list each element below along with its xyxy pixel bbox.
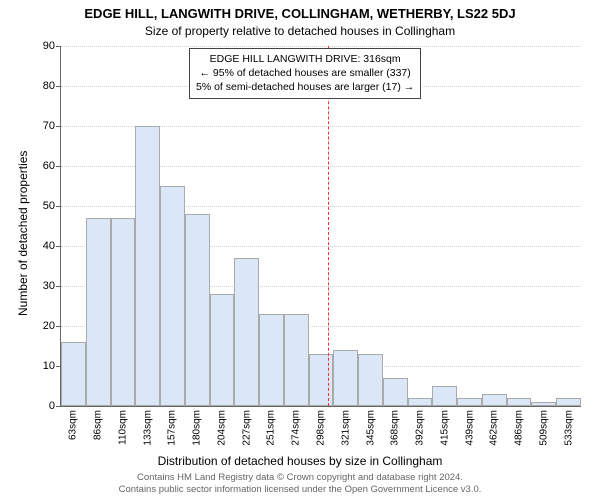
reference-line	[328, 46, 329, 406]
histogram-bar	[531, 402, 556, 406]
histogram-bar	[432, 386, 457, 406]
histogram-bar	[309, 354, 334, 406]
x-tick-label: 110sqm	[117, 410, 128, 445]
x-tick-label: 345sqm	[365, 410, 376, 446]
y-tick-label: 80	[25, 80, 55, 92]
y-tick-label: 20	[25, 320, 55, 332]
x-tick-label: 157sqm	[167, 410, 178, 446]
y-tick	[56, 46, 61, 47]
attribution-line2: Contains public sector information licen…	[0, 484, 600, 496]
histogram-bar	[160, 186, 185, 406]
attribution-text: Contains HM Land Registry data © Crown c…	[0, 472, 600, 496]
attribution-line1: Contains HM Land Registry data © Crown c…	[0, 472, 600, 484]
gridline	[61, 46, 581, 47]
histogram-bar	[358, 354, 383, 406]
x-tick-label: 133sqm	[142, 410, 153, 446]
y-tick	[56, 206, 61, 207]
histogram-bar	[185, 214, 210, 406]
x-tick-label: 227sqm	[241, 410, 252, 446]
histogram-bar	[234, 258, 259, 406]
info-box-line1: EDGE HILL LANGWITH DRIVE: 316sqm	[196, 52, 414, 66]
histogram-bar	[556, 398, 581, 406]
y-tick	[56, 286, 61, 287]
histogram-bar	[86, 218, 111, 406]
y-tick-label: 70	[25, 120, 55, 132]
histogram-bar	[135, 126, 160, 406]
info-box-line2: ← 95% of detached houses are smaller (33…	[196, 66, 414, 80]
x-tick-label: 251sqm	[266, 410, 277, 446]
plot-area: 010203040506070809063sqm86sqm110sqm133sq…	[60, 46, 581, 407]
x-tick-label: 180sqm	[192, 410, 203, 446]
x-tick-label: 321sqm	[340, 410, 351, 446]
x-tick-label: 462sqm	[489, 410, 500, 446]
chart-title-sub: Size of property relative to detached ho…	[0, 24, 600, 38]
x-tick-label: 392sqm	[415, 410, 426, 446]
x-tick-label: 439sqm	[464, 410, 475, 446]
x-tick-label: 204sqm	[216, 410, 227, 446]
histogram-bar	[408, 398, 433, 406]
y-tick	[56, 246, 61, 247]
histogram-bar	[210, 294, 235, 406]
histogram-bar	[333, 350, 358, 406]
histogram-bar	[507, 398, 532, 406]
y-tick-label: 0	[25, 400, 55, 412]
x-tick-label: 368sqm	[390, 410, 401, 446]
x-axis-title: Distribution of detached houses by size …	[0, 454, 600, 468]
histogram-bar	[457, 398, 482, 406]
x-tick-label: 415sqm	[439, 410, 450, 446]
histogram-bar	[383, 378, 408, 406]
histogram-bar	[259, 314, 284, 406]
x-tick-label: 274sqm	[291, 410, 302, 446]
histogram-bar	[111, 218, 136, 406]
x-tick-label: 533sqm	[563, 410, 574, 446]
x-tick-label: 509sqm	[538, 410, 549, 446]
y-tick	[56, 166, 61, 167]
x-tick-label: 86sqm	[93, 410, 104, 440]
y-tick	[56, 326, 61, 327]
info-box-line3: 5% of semi-detached houses are larger (1…	[196, 80, 414, 94]
y-tick	[56, 406, 61, 407]
histogram-bar	[61, 342, 86, 406]
y-tick-label: 90	[25, 40, 55, 52]
histogram-bar	[284, 314, 309, 406]
y-tick	[56, 126, 61, 127]
histogram-bar	[482, 394, 507, 406]
info-box: EDGE HILL LANGWITH DRIVE: 316sqm← 95% of…	[189, 48, 421, 99]
y-tick-label: 10	[25, 360, 55, 372]
chart-title-main: EDGE HILL, LANGWITH DRIVE, COLLINGHAM, W…	[0, 6, 600, 21]
x-tick-label: 298sqm	[316, 410, 327, 446]
y-axis-title: Number of detached properties	[16, 151, 30, 316]
x-tick-label: 486sqm	[514, 410, 525, 446]
x-tick-label: 63sqm	[68, 410, 79, 440]
y-tick	[56, 86, 61, 87]
